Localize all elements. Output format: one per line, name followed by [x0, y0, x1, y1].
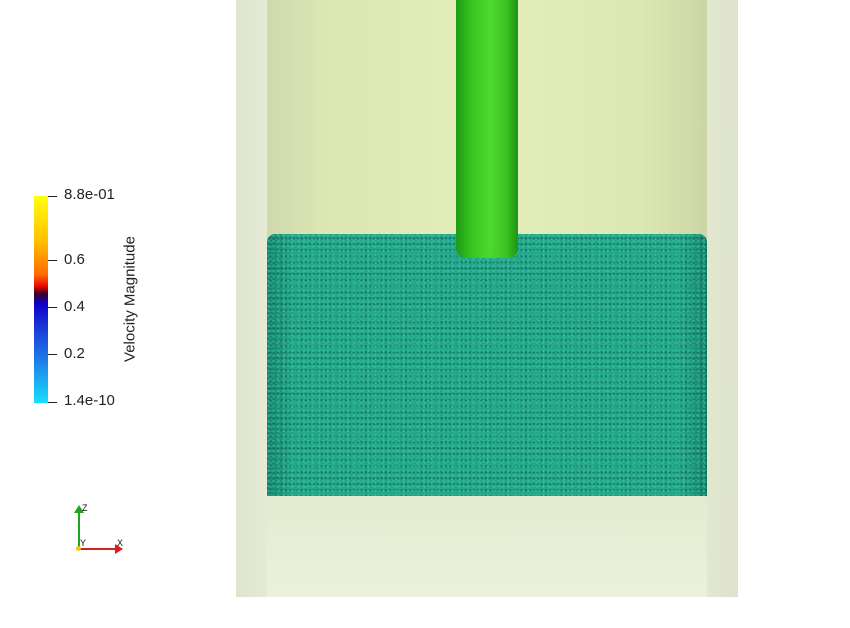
legend-tick	[48, 196, 57, 197]
x-axis-label: X	[117, 538, 124, 548]
legend-title: Velocity Magnitude	[121, 236, 139, 362]
legend-label: 0.6	[64, 251, 85, 268]
particle-bed	[267, 234, 707, 496]
y-axis-origin-icon	[76, 546, 81, 551]
legend-tick	[48, 354, 57, 355]
legend-tick	[48, 307, 57, 308]
fluid-column-lower	[267, 496, 707, 597]
stirrer-shaft	[456, 0, 518, 258]
z-axis-label: Z	[82, 503, 88, 513]
legend-label: 0.2	[64, 345, 85, 362]
y-axis-label: Y	[80, 538, 87, 548]
legend-label-min: 1.4e-10	[64, 392, 115, 409]
legend-tick	[48, 402, 57, 403]
legend-label-max: 8.8e-01	[64, 186, 115, 203]
z-axis-arrow-icon	[74, 505, 84, 513]
z-axis-line	[78, 511, 80, 549]
colormap-bar	[34, 196, 48, 403]
legend-label: 0.4	[64, 298, 85, 315]
legend-tick	[48, 260, 57, 261]
x-axis-line	[79, 548, 117, 550]
x-axis-arrow-icon	[115, 544, 123, 554]
